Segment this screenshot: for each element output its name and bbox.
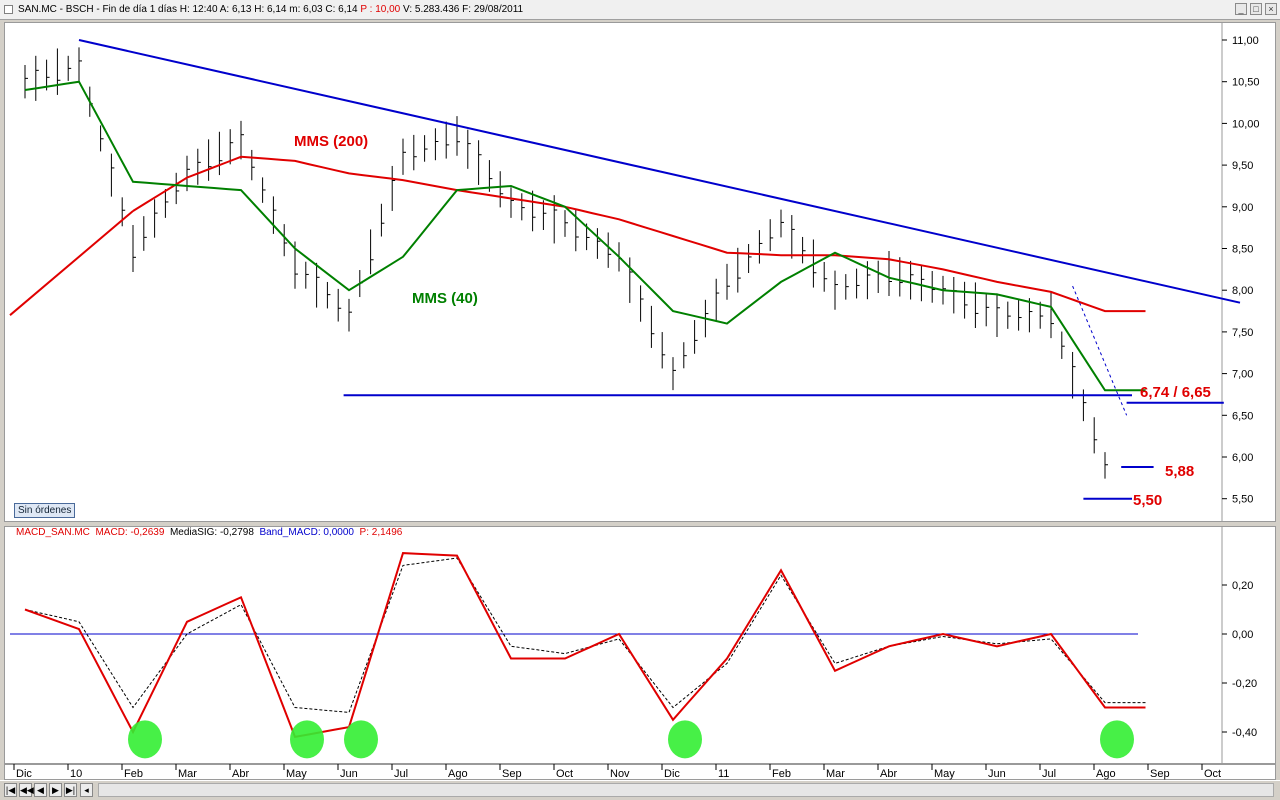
price-tick-label: 7,00 [1232,369,1253,381]
time-tick-label: Oct [556,768,573,780]
header-text: SAN.MC - BSCH - Fin de día 1 días H: 12:… [18,4,523,15]
downtrend-line [78,39,1241,304]
back-icon[interactable]: ◀ [34,783,47,797]
level-label-550: 5,50 [1133,492,1162,509]
macd-tick-label: -0,40 [1232,727,1257,739]
price-tick-label: 9,00 [1232,202,1253,214]
forward-icon[interactable]: ▶ [49,783,62,797]
time-tick-label: Jun [988,768,1006,780]
macd-header: MACD_SAN.MC MACD: -0,2639 MediaSIG: -0,2… [16,527,402,538]
scroll-left-icon[interactable]: ◂ [80,783,93,797]
macd-signal-line [24,557,1146,713]
macd-band-value: Band_MACD: 0,0000 [259,527,354,538]
time-tick-label: May [934,768,955,780]
price-tick-label: 8,50 [1232,244,1253,256]
time-tick-label: Ago [1096,768,1116,780]
header-main: SAN.MC - BSCH - Fin de día 1 días H: 12:… [18,4,361,15]
macd-tick-label: 0,00 [1232,629,1253,641]
macd-line [24,552,1146,739]
window-icon [4,5,13,14]
header-tail: V: 5.283.436 F: 29/08/2011 [400,4,524,15]
macd-low-highlight [290,720,324,759]
sma200-label: MMS (200) [294,133,368,150]
time-tick-label: Feb [772,768,791,780]
first-icon[interactable]: |◀ [4,783,17,797]
rewind-icon[interactable]: ◀◀ [19,783,34,797]
price-tick-label: 8,00 [1232,285,1253,297]
macd-low-highlight [128,720,162,759]
macd-low-highlight [668,720,702,759]
price-tick-label: 6,50 [1232,410,1253,422]
price-tick-label: 5,50 [1232,494,1253,506]
time-tick-label: Abr [880,768,897,780]
time-tick-label: Jul [394,768,408,780]
time-tick-label: Feb [124,768,143,780]
time-tick-label: Jul [1042,768,1056,780]
sma200-line [132,155,1146,313]
macd-chart-pane[interactable] [4,526,1276,764]
time-tick-label: Ago [448,768,468,780]
time-tick-label: Nov [610,768,630,780]
time-axis [4,764,1276,780]
time-tick-label: 11 [718,768,729,780]
time-tick-label: Sep [502,768,522,780]
price-tick-label: 11,00 [1232,35,1259,47]
time-tick-label: Abr [232,768,249,780]
level-label-674-665: 6,74 / 6,65 [1140,384,1211,401]
time-tick-label: Sep [1150,768,1170,780]
time-tick-label: Mar [826,768,845,780]
time-tick-label: Dic [16,768,32,780]
time-tick-label: Jun [340,768,358,780]
chart-title-bar: SAN.MC - BSCH - Fin de día 1 días H: 12:… [0,0,1280,20]
sma200-lead-line [9,210,134,316]
price-tick-label: 10,00 [1232,118,1260,130]
time-tick-label: Dic [664,768,680,780]
no-orders-badge[interactable]: Sin órdenes [14,503,76,518]
price-tick-label: 9,50 [1232,160,1253,172]
macd-low-highlight [1100,720,1134,759]
header-p-value: P : 10,00 [360,4,401,15]
sma40-line [24,80,1146,392]
restore-icon[interactable]: □ [1250,3,1262,15]
macd-name: MACD_SAN.MC [16,527,90,538]
macd-signal-value: MediaSIG: -0,2798 [169,527,254,538]
navigation-bar: |◀ ◀◀ ◀ ▶ ▶| ◂ [0,780,1280,800]
price-tick-label: 7,50 [1232,327,1253,339]
dashed-trendline [1072,285,1128,416]
macd-p-value: P: 2,1496 [359,527,403,538]
price-tick-label: 10,50 [1232,77,1260,89]
time-tick-label: 10 [70,768,82,780]
macd-tick-label: -0,20 [1232,678,1257,690]
macd-low-highlight [344,720,378,759]
time-tick-label: May [286,768,307,780]
price-tick-label: 6,00 [1232,452,1253,464]
last-icon[interactable]: ▶| [64,783,77,797]
close-icon[interactable]: × [1265,3,1277,15]
level-label-588: 5,88 [1165,463,1194,480]
time-tick-label: Mar [178,768,197,780]
price-chart-pane[interactable] [4,22,1276,522]
time-tick-label: Oct [1204,768,1221,780]
macd-tick-label: 0,20 [1232,580,1253,592]
sma40-label: MMS (40) [412,290,478,307]
minimize-icon[interactable]: _ [1235,3,1247,15]
time-scrollbar[interactable] [98,783,1274,797]
macd-value: MACD: -0,2639 [95,527,165,538]
